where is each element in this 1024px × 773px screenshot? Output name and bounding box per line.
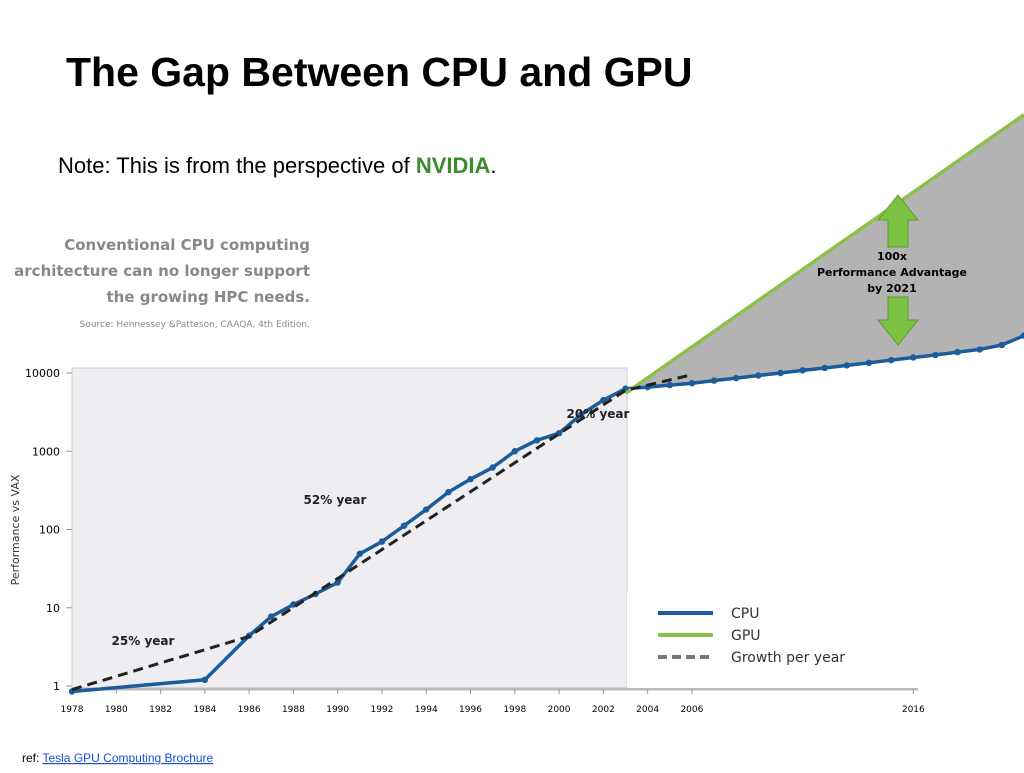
- advantage-line: 100x: [877, 250, 907, 263]
- x-tick-label: 1992: [371, 705, 394, 715]
- note: Note: This is from the perspective of NV…: [58, 153, 497, 178]
- x-tick-label: 1982: [149, 705, 172, 715]
- data-point: [378, 538, 386, 545]
- x-tick-label: 1990: [326, 705, 349, 715]
- legend-label: CPU: [731, 606, 759, 622]
- data-point: [533, 437, 541, 444]
- series-line: [624, 113, 1024, 395]
- y-tick-label: 1: [53, 680, 60, 693]
- data-point: [954, 348, 961, 356]
- x-tick-label: 1984: [193, 705, 216, 715]
- advantage-line: by 2021: [867, 282, 917, 295]
- x-tick-label: 1978: [61, 705, 84, 715]
- x-tick-label: 1996: [459, 705, 482, 715]
- data-point: [932, 351, 939, 359]
- y-tick-label: 10000: [25, 367, 60, 380]
- note-emphasis: NVIDIA: [416, 153, 491, 178]
- data-point: [799, 367, 806, 374]
- data-point: [400, 522, 408, 529]
- note-prefix: Note: This is from the perspective of: [58, 153, 416, 178]
- callout-line: architecture can no longer support: [14, 262, 310, 280]
- data-point: [998, 341, 1006, 349]
- data-point: [910, 354, 917, 361]
- data-point: [732, 374, 740, 382]
- data-point: [777, 369, 784, 377]
- data-point: [578, 411, 585, 418]
- x-tick-label: 2006: [680, 705, 703, 715]
- x-tick-label: 1980: [105, 705, 128, 715]
- callout-line: Conventional CPU computing: [64, 236, 310, 254]
- data-point: [268, 613, 275, 620]
- arrow-down: [876, 296, 920, 346]
- x-tick-label: 2016: [902, 705, 925, 715]
- data-point: [755, 372, 762, 379]
- data-point: [489, 464, 496, 471]
- rate-label: 25% year: [112, 634, 175, 648]
- rate-label: 20% year: [567, 407, 630, 421]
- x-tick-label: 2000: [548, 705, 571, 715]
- data-point: [600, 396, 607, 404]
- x-tick-label: 1986: [238, 705, 261, 715]
- rate-label: 52% year: [304, 493, 367, 507]
- x-tick-label: 2002: [592, 705, 615, 715]
- data-point: [1020, 332, 1024, 339]
- x-tick-label: 1988: [282, 705, 305, 715]
- callout-line: the growing HPC needs.: [107, 288, 311, 306]
- data-point: [290, 601, 297, 608]
- data-point: [821, 364, 828, 372]
- legend-label: Growth per year: [731, 650, 845, 666]
- data-point: [843, 362, 851, 369]
- data-point: [511, 448, 518, 455]
- data-point: [887, 356, 895, 364]
- x-tick-label: 1998: [503, 705, 526, 715]
- legend-label: GPU: [731, 628, 761, 644]
- data-point: [423, 506, 430, 513]
- plot-background: [71, 367, 628, 689]
- legend-box: [627, 592, 919, 688]
- ref: ref: Tesla GPU Computing Brochure: [22, 751, 214, 765]
- data-point: [710, 377, 718, 384]
- series-line: [71, 373, 693, 692]
- y-tick-label: 100: [39, 524, 60, 537]
- x-tick-label: 1994: [415, 705, 438, 715]
- slide-title: The Gap Between CPU and GPU: [66, 49, 693, 95]
- data-point: [467, 475, 474, 483]
- data-point: [666, 381, 673, 389]
- advantage-line: Performance Advantage: [817, 266, 967, 279]
- data-point: [688, 380, 696, 387]
- data-point: [356, 550, 364, 557]
- data-point: [865, 359, 873, 367]
- x-tick-label: 2004: [636, 705, 659, 715]
- y-axis-label: Performance vs VAX: [9, 474, 22, 585]
- data-point: [976, 346, 983, 353]
- source: Source: Hennessey &Patteson, CAAQA, 4th …: [80, 320, 310, 330]
- y-tick-label: 10: [46, 602, 60, 615]
- note-suffix: .: [490, 153, 496, 178]
- arrow-up: [876, 194, 920, 248]
- data-point: [201, 676, 209, 684]
- ref-label: ref:: [22, 751, 39, 765]
- ref-link[interactable]: Tesla GPU Computing Brochure: [42, 751, 213, 765]
- y-tick-label: 1000: [32, 445, 60, 458]
- data-point: [445, 488, 452, 496]
